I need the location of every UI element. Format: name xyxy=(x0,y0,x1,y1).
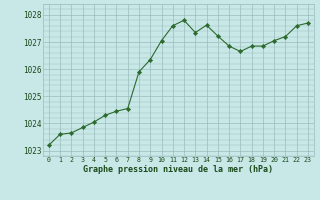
X-axis label: Graphe pression niveau de la mer (hPa): Graphe pression niveau de la mer (hPa) xyxy=(84,165,273,174)
